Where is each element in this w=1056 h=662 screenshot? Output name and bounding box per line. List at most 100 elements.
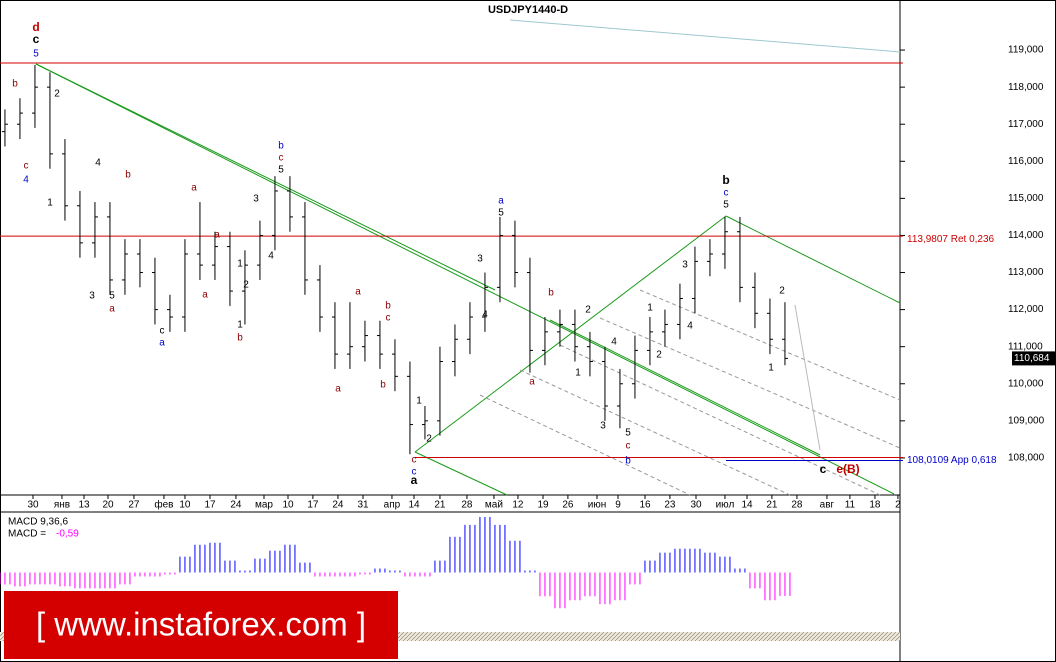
- wave-label: 2: [585, 305, 591, 316]
- dashed-line: [599, 317, 901, 449]
- wave-label: b: [625, 456, 631, 467]
- drawings: [0, 19, 903, 496]
- wave-label: 3: [600, 421, 606, 432]
- x-tick-label: янв: [54, 500, 70, 511]
- wave-label: 4: [268, 251, 274, 262]
- y-tick-label: 117,000: [1008, 119, 1044, 130]
- y-tick-label: 114,000: [1008, 230, 1044, 241]
- wave-label: c: [24, 161, 29, 172]
- y-tick-label: 118,000: [1008, 82, 1044, 93]
- wave-label: 5: [33, 49, 39, 60]
- dashed-line: [519, 369, 791, 496]
- macd-value: -0,59: [56, 529, 79, 540]
- y-tick-label: 112,000: [1008, 304, 1044, 315]
- y-tick-label: 110,000: [1008, 378, 1044, 389]
- x-tick-label: 18: [869, 500, 881, 511]
- y-tick-label: 116,000: [1008, 156, 1044, 167]
- x-tick-label: 28: [461, 500, 473, 511]
- x-tick-label: 17: [204, 500, 216, 511]
- wave-label: b: [12, 79, 18, 90]
- y-tick-label: 109,000: [1008, 415, 1045, 426]
- wave-label: a: [191, 183, 197, 194]
- wave-label: 5: [723, 200, 729, 211]
- wave-label: 1: [647, 303, 653, 314]
- wave-label: 2: [426, 434, 432, 445]
- wave-label: 4: [687, 321, 693, 332]
- wave-label: 1: [47, 198, 53, 209]
- dashed-line: [559, 344, 881, 496]
- y-tick-label: 113,000: [1008, 267, 1044, 278]
- y-tick-label: 108,000: [1008, 453, 1045, 464]
- wave-label: 3: [477, 254, 483, 265]
- wave-label: 4: [23, 175, 29, 186]
- x-tick-label: 23: [664, 500, 676, 511]
- x-tick-label: авг: [820, 500, 835, 511]
- y-tick-label: 119,000: [1008, 45, 1044, 56]
- x-tick-label: 14: [741, 500, 753, 511]
- wave-label: b: [278, 141, 284, 152]
- x-tick-label: июн: [588, 500, 607, 511]
- wave-label: b: [380, 380, 386, 391]
- x-tick-label: 24: [332, 500, 344, 511]
- x-tick-label: 21: [434, 500, 446, 511]
- x-tick-label: 30: [27, 500, 39, 511]
- level-label: 113,9807 Ret 0,236: [907, 234, 995, 245]
- wave-label: 4: [482, 310, 488, 321]
- watermark: [ www.instaforex.com ]: [36, 606, 366, 643]
- y-tick-label: 115,000: [1008, 193, 1044, 204]
- wave-label: b: [548, 288, 554, 299]
- x-tick-label: 17: [307, 500, 319, 511]
- wave-label: 5: [498, 208, 504, 219]
- wave-label: 1: [237, 320, 243, 331]
- x-tick-label: 26: [562, 500, 574, 511]
- x-tick-label: 27: [128, 500, 140, 511]
- trend-line: [35, 63, 496, 291]
- wave-label: c: [160, 326, 165, 337]
- trend-line: [549, 319, 821, 456]
- wave-label: 2: [243, 280, 249, 291]
- wave-label: c: [412, 455, 417, 466]
- wave-label: a: [335, 384, 341, 395]
- wave-label: 4: [95, 158, 101, 169]
- wave-label: 3: [253, 194, 259, 205]
- trend-line: [794, 304, 821, 451]
- x-tick-label: 9: [615, 500, 621, 511]
- x-tick-label: фев: [154, 499, 173, 511]
- wave-label: e(B): [836, 462, 859, 476]
- wave-label: a: [109, 304, 115, 315]
- trend-line: [35, 63, 895, 495]
- x-tick-label: 30: [690, 500, 702, 511]
- wave-label: 1: [237, 259, 243, 270]
- chart-title: USDJPY1440-D: [488, 4, 568, 16]
- wave-label: 1: [416, 396, 422, 407]
- x-tick-label: июл: [716, 500, 735, 511]
- wave-label: 1: [575, 368, 581, 379]
- x-tick-label: 21: [766, 500, 778, 511]
- wave-label: b: [385, 301, 391, 312]
- wave-label: 5: [109, 291, 115, 302]
- hatch-band: [0, 632, 900, 641]
- wave-label: c: [279, 153, 284, 164]
- x-tick-label: 10: [179, 500, 191, 511]
- trend-line: [414, 451, 508, 496]
- wave-label: a: [411, 473, 418, 487]
- wave-label: 2: [54, 89, 60, 100]
- x-tick-label: мар: [255, 500, 273, 511]
- x-tick-label: 20: [102, 500, 114, 511]
- wave-label: c: [724, 188, 729, 199]
- price-label: 110,684: [1014, 353, 1050, 364]
- wave-label: b: [722, 173, 729, 187]
- wave-label: 3: [89, 291, 95, 302]
- wave-label: c: [412, 467, 417, 478]
- x-tick-label: 31: [357, 500, 369, 511]
- trend-line: [725, 215, 901, 304]
- x-tick-label: 19: [537, 500, 549, 511]
- wave-label: 5: [278, 165, 284, 176]
- watermark-box: [4, 591, 398, 659]
- trend-line: [414, 215, 727, 453]
- wave-label: a: [498, 196, 504, 207]
- wave-label: c: [386, 313, 391, 324]
- wave-label: c: [626, 441, 631, 452]
